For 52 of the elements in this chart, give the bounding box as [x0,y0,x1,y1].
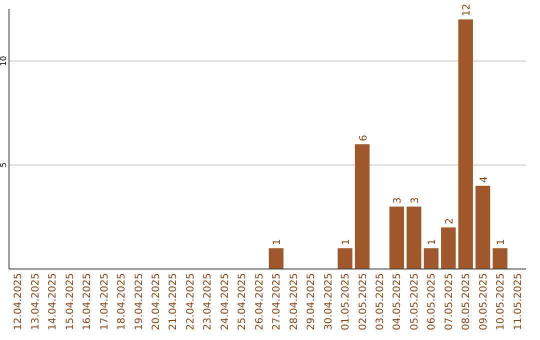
data-label: 1 [341,238,352,246]
bar [268,248,284,269]
x-tick-label: 04.05.2025 [392,273,404,330]
x-tick-label: 29.04.2025 [306,273,318,330]
x-tick-label: 09.05.2025 [478,273,490,330]
x-tick-label: 28.04.2025 [288,273,300,330]
x-tick-label: 17.04.2025 [99,273,110,330]
x-tick-label: 11.05.2025 [512,273,524,330]
x-tick-label: 15.04.2025 [64,273,76,330]
x-tick-label: 24.04.2025 [220,273,231,330]
x-tick-label: 19.04.2025 [134,273,145,330]
data-label: 3 [410,197,421,204]
x-tick-label: 26.04.2025 [254,273,266,330]
x-tick-label: 23.04.2025 [202,273,214,330]
x-tick-label: 01.05.2025 [340,273,352,330]
x-tick-label: 03.05.2025 [374,273,386,330]
bar [338,248,352,269]
x-tick-label: 12.04.2025 [13,273,24,330]
bar [406,206,422,269]
x-tick-label: 16.04.2025 [82,273,94,330]
data-label: 2 [444,218,456,224]
data-label: 6 [358,134,370,142]
data-label: 4 [478,176,490,183]
data-label: 1 [272,238,284,246]
bar [389,206,404,269]
bar [424,248,438,269]
x-tick-label: 14.04.2025 [48,273,59,330]
bar [441,227,456,269]
data-label: 12 [462,4,473,16]
x-tick-label: 10.05.2025 [496,273,507,330]
x-tick-label: 13.04.2025 [30,273,42,330]
bar [458,19,473,269]
x-tick-label: 25.04.2025 [237,273,248,330]
data-label: 1 [427,238,438,246]
y-tick-label: 5 [0,162,8,168]
x-tick-label: 30.04.2025 [323,273,334,330]
bar [476,186,490,269]
x-tick-label: 18.04.2025 [116,273,128,330]
x-tick-label: 08.05.2025 [461,273,472,330]
bar [354,144,370,269]
x-tick-label: 27.04.2025 [272,273,283,330]
x-tick-label: 06.05.2025 [426,273,438,330]
x-tick-label: 21.04.2025 [168,273,180,330]
x-tick-label: 02.05.2025 [358,273,369,330]
data-label: 1 [496,238,508,246]
x-tick-label: 22.04.2025 [185,273,196,330]
x-tick-label: 07.05.2025 [444,273,455,330]
x-tick-label: 05.05.2025 [409,273,420,330]
x-tick-label: 20.04.2025 [151,273,162,330]
y-tick-label: 10 [0,56,8,66]
data-label: 3 [392,197,404,204]
bar [492,248,508,269]
